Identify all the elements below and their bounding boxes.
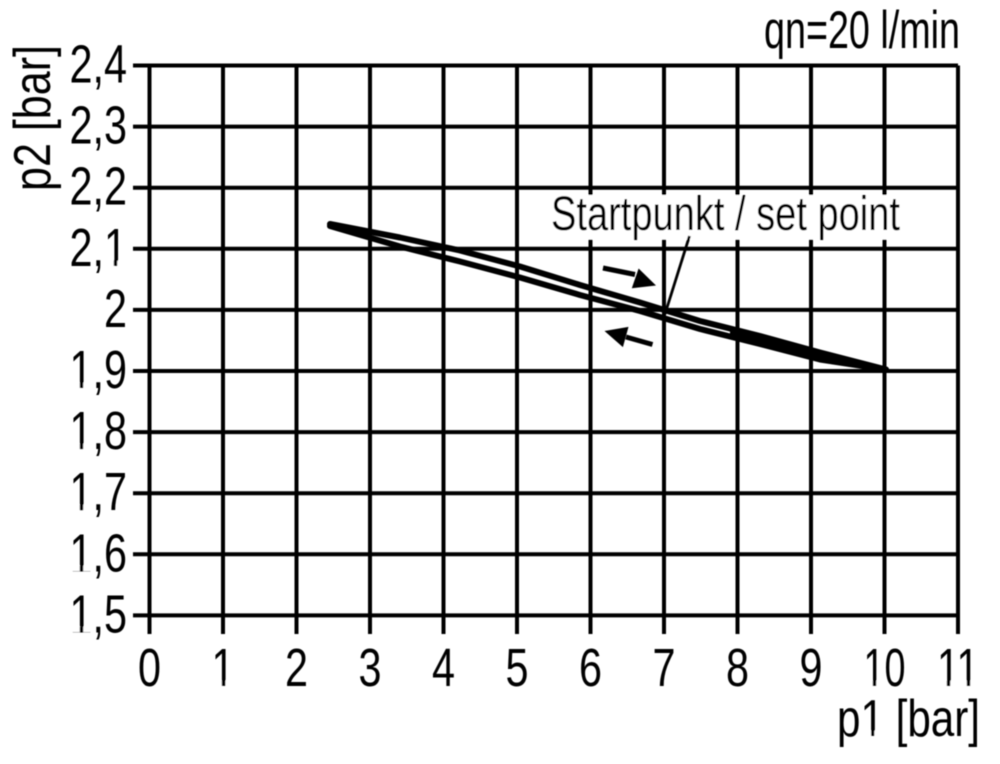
svg-text:Startpunkt / set point: Startpunkt / set point xyxy=(551,188,900,241)
svg-text:7: 7 xyxy=(653,638,676,698)
svg-text:2: 2 xyxy=(285,638,308,698)
svg-text:1: 1 xyxy=(212,638,235,698)
svg-text:0: 0 xyxy=(138,638,161,698)
svg-text:1,8: 1,8 xyxy=(70,401,128,461)
svg-text:2,3: 2,3 xyxy=(70,96,128,156)
svg-text:6: 6 xyxy=(579,638,602,698)
svg-text:qn=20 l/min: qn=20 l/min xyxy=(764,1,960,60)
svg-text:1,7: 1,7 xyxy=(70,462,128,522)
svg-text:1,5: 1,5 xyxy=(70,584,128,644)
svg-text:1,6: 1,6 xyxy=(70,523,128,583)
svg-text:4: 4 xyxy=(432,638,455,698)
svg-text:11: 11 xyxy=(937,638,979,698)
svg-text:5: 5 xyxy=(506,638,529,698)
svg-text:2: 2 xyxy=(104,279,127,339)
svg-text:2,4: 2,4 xyxy=(70,35,128,95)
svg-text:1,9: 1,9 xyxy=(70,340,128,400)
svg-text:2,2: 2,2 xyxy=(70,157,128,217)
svg-text:2,1: 2,1 xyxy=(70,218,128,278)
svg-text:9: 9 xyxy=(800,638,823,698)
svg-text:p2 [bar]: p2 [bar] xyxy=(4,45,62,191)
svg-text:10: 10 xyxy=(864,638,906,698)
svg-text:3: 3 xyxy=(359,638,382,698)
svg-text:8: 8 xyxy=(726,638,749,698)
svg-text:p1 [bar]: p1 [bar] xyxy=(837,690,980,748)
